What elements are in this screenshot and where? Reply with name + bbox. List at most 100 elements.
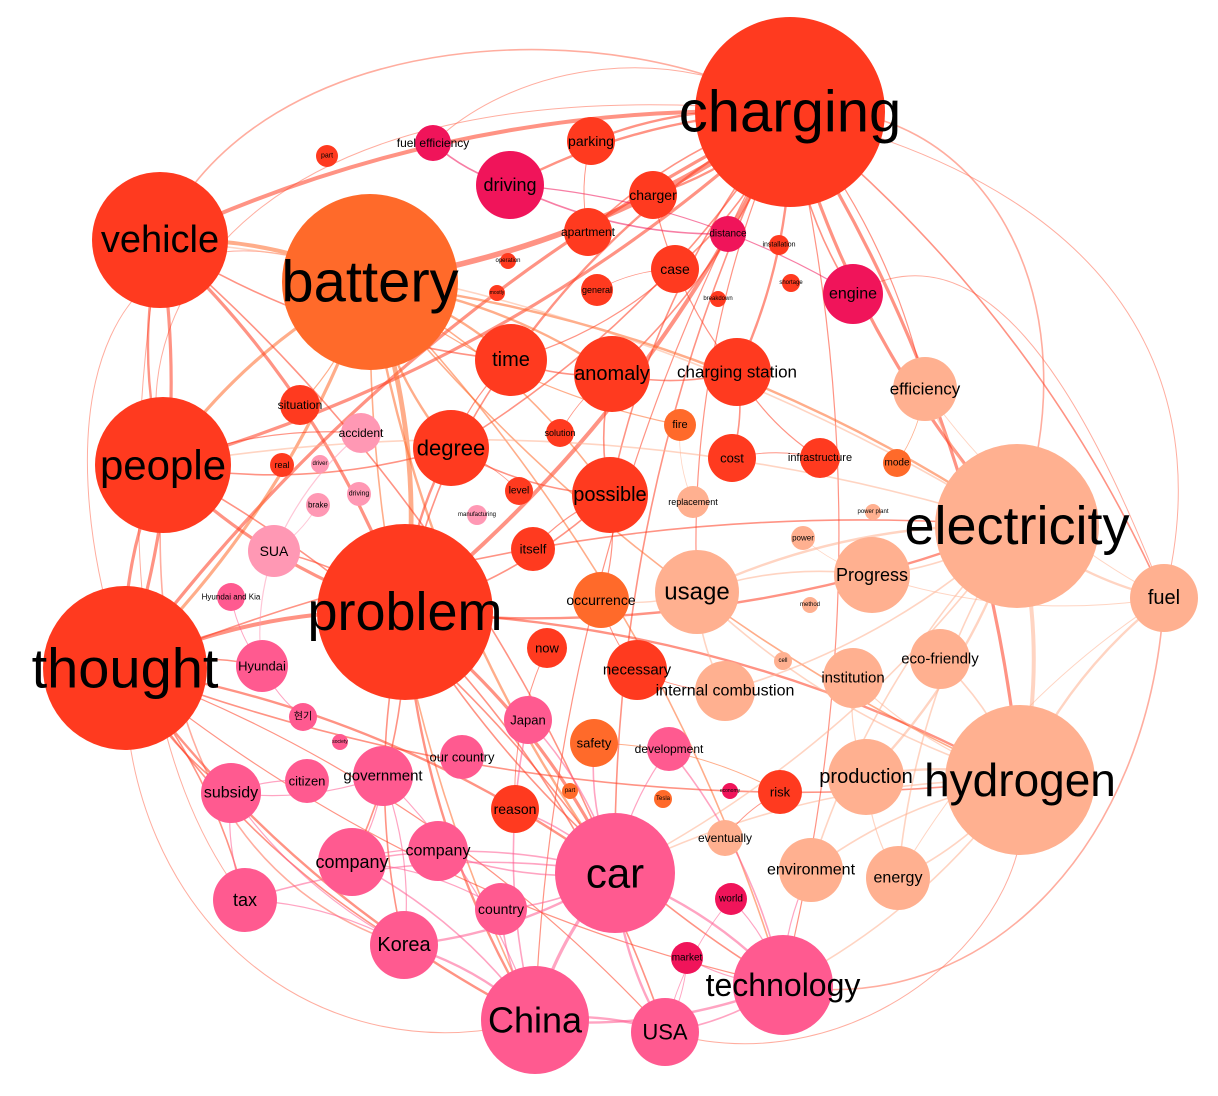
node-circle [935,444,1099,608]
node-label: eventually [698,831,752,845]
node-circle [440,735,484,779]
node-fuel [1130,564,1198,632]
node-circle [475,324,547,396]
node-apartment [564,208,612,256]
node-real [270,453,294,477]
node-situation [280,385,320,425]
node-label: subsidy [204,785,258,802]
node-circle [710,216,746,252]
node-breakdown [710,291,726,307]
node-circle [866,846,930,910]
node-label: power [792,534,814,543]
node-label: shortage [779,280,803,286]
node-driver [311,455,329,473]
node-circle [236,640,288,692]
node-korea [370,911,438,979]
node-circle [581,274,613,306]
node-circle [500,253,516,269]
node-mostly [489,285,505,301]
node-circle [800,438,840,478]
node-label: tax [233,890,257,910]
node-circle [476,151,544,219]
node-vehicle [92,172,228,308]
node-label: driver [312,461,327,467]
node-label: manufacturing [458,512,496,518]
node-label: driving [349,491,370,498]
node-circle [562,783,578,799]
node-label: apartment [561,225,616,239]
node-circle [475,883,527,935]
node-circle [695,661,755,721]
node-circle [289,703,317,731]
node-circle [629,171,677,219]
node-label: society [332,739,348,745]
node-circle [823,264,883,324]
node-circle [567,117,615,165]
node-label: company [406,843,471,860]
node-circle [573,572,629,628]
node-label: distance [709,229,747,240]
node-label: occurrence [566,592,635,608]
node-circle [677,486,709,518]
node-circle [248,525,300,577]
node-cell [774,652,792,670]
node-label: USA [642,1020,688,1045]
node-circle [607,640,667,700]
node-label: brake [308,501,329,510]
node-method [802,597,818,613]
node-label: cost [720,451,744,466]
node-label: internal combustion [656,683,795,700]
node-label: case [660,261,690,277]
node-label: installation [762,242,795,249]
node-efficiency [893,357,957,421]
node-usa [631,998,699,1066]
node-label: fuel [1148,587,1180,609]
node-engine [823,264,883,324]
node-label: situation [278,398,323,412]
node-circle [664,409,696,441]
node-our-country [440,735,484,779]
node-circle [491,785,539,833]
node-circle [574,336,650,412]
edge [404,610,1021,782]
node-circle [570,719,618,767]
node-circle [282,194,458,370]
node-circle [710,291,726,307]
node-label: thought [32,637,219,700]
node-label: energy [874,870,923,887]
node-anomaly [574,336,650,412]
node-brake [306,493,330,517]
node-label: China [488,1000,583,1041]
node-label: production [819,766,912,788]
node-shortage [782,274,800,292]
node-circle [572,457,648,533]
node-label: vehicle [101,219,219,261]
node-possible [572,457,648,533]
node-circle [201,763,261,823]
node-circle [341,413,381,453]
node-eco-friendly [910,629,970,689]
node-circle [555,813,675,933]
node-label: accident [339,426,384,440]
node-parking [567,117,615,165]
node-problem [317,524,493,700]
node-charger [629,171,677,219]
node-risk [758,770,802,814]
node-people [95,397,231,533]
node-accident [341,413,381,453]
node-label: battery [281,250,458,315]
node-charging [695,17,885,207]
node-circle [631,998,699,1066]
edge [509,184,854,295]
node-circle [306,493,330,517]
node-circle [347,482,371,506]
node-replacement [677,486,709,518]
node-battery [282,194,458,370]
background-arc [159,48,791,241]
node-charging-station [703,338,771,406]
background-arcs [86,48,1179,1044]
node-label: fire [672,419,687,431]
node-circle [280,385,320,425]
node-tax [213,868,277,932]
